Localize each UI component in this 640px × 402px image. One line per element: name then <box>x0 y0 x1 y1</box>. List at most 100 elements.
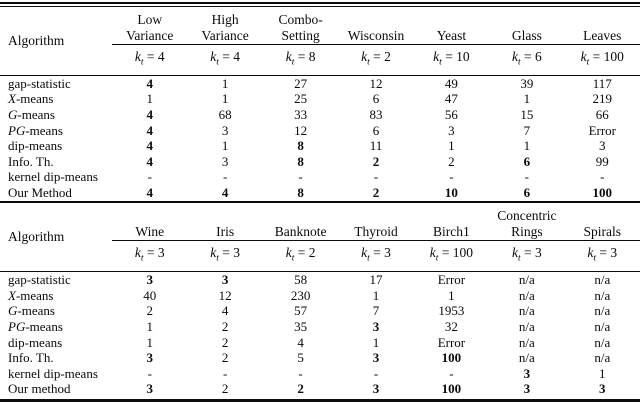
value-cell: 117 <box>592 75 612 91</box>
value-cell: 47 <box>444 91 458 107</box>
row-label: Info. Th. <box>0 350 112 366</box>
benchmark-results-table-2: Algorithm Wine Iris Banknote Thyroid Birch1 Co… <box>0 203 640 396</box>
value-cell: n/a <box>518 319 535 334</box>
value-cell: 8 <box>297 138 304 154</box>
value-cell: n/a <box>594 334 611 350</box>
row-label: G-means <box>0 303 112 319</box>
value-cell: 219 <box>592 91 613 107</box>
k-symbol: k <box>210 245 217 261</box>
value-cell: 1 <box>221 75 229 91</box>
value-cell: 2 <box>372 184 380 200</box>
value-cell: 2 <box>146 303 153 319</box>
value-cell: 1 <box>599 365 606 381</box>
header-line-1 <box>187 208 262 224</box>
value-cell: 4 <box>146 122 153 138</box>
k-symbol: k <box>285 245 292 261</box>
k-target-cell: kt = 3 <box>489 240 565 273</box>
row-label: Info. Th. <box>0 154 112 170</box>
value-cell: 49 <box>444 75 458 91</box>
row-label: gap-statistic <box>0 272 112 288</box>
row-label-part: kernel dip-means <box>8 169 98 185</box>
table-body: Algorithm Low Variance High Variance Combo- Se… <box>0 7 640 200</box>
header-line-2: Iris <box>216 224 235 240</box>
value-cell: 8 <box>297 184 304 200</box>
row-label: PG-means <box>0 122 112 138</box>
value-cell: 68 <box>218 106 232 122</box>
table-row: Our method 3 2 2 3 100 3 3 <box>0 381 640 397</box>
header-line-1 <box>263 208 338 224</box>
header-line-1 <box>489 12 564 28</box>
k-subscript: t <box>586 57 590 68</box>
header-line-1 <box>112 208 187 224</box>
value-cell: n/a <box>594 287 611 303</box>
k-subscript: t <box>216 57 219 68</box>
value-cell: 99 <box>595 153 609 169</box>
header-line-2: Wisconsin <box>347 28 405 43</box>
value-cell: 1 <box>221 91 229 107</box>
value-cell: Error <box>437 272 466 288</box>
value-cell: 3 <box>372 350 380 366</box>
k-value: = 4 <box>143 49 165 64</box>
k-symbol: k <box>285 49 292 64</box>
dataset-column-header: Banknote <box>262 203 339 242</box>
k-symbol: k <box>433 49 440 64</box>
value-cell: - <box>298 365 303 381</box>
k-target-cell: kt = 4 <box>187 44 263 76</box>
row-label-part: dip-means <box>8 138 63 154</box>
k-target-cell: kt = 3 <box>338 240 414 273</box>
dataset-column-header: Iris <box>187 203 263 242</box>
value-cell: 1 <box>146 319 153 334</box>
value-cell: 3 <box>221 122 229 138</box>
table-row: PG-means 4 3 12 6 3 7 Error <box>0 122 640 138</box>
value-cell: - <box>449 365 454 381</box>
value-cell: 5 <box>297 350 304 366</box>
row-label: G-means <box>0 107 112 123</box>
value-cell: 7 <box>372 303 380 319</box>
k-target-cell: kt = 2 <box>338 44 414 76</box>
value-cell: 2 <box>448 153 455 169</box>
dataset-column-header: Leaves <box>564 7 640 45</box>
row-label-part: X <box>8 287 16 303</box>
value-cell: 3 <box>523 365 531 381</box>
header-row: Algorithm Wine Iris Banknote Thyroid Birch1 Co… <box>0 203 640 273</box>
header-line-2: Variance <box>126 28 174 43</box>
algorithm-column-header: Algorithm <box>0 7 113 76</box>
k-value: = 3 <box>596 245 618 261</box>
row-label: PG-means <box>0 319 112 335</box>
row-label: Our method <box>0 381 112 397</box>
value-cell: 33 <box>294 106 308 122</box>
k-subscript: t <box>140 254 144 265</box>
row-label-part: gap-statistic <box>8 75 71 91</box>
header-line-2: Rings <box>511 224 543 240</box>
value-cell: 4 <box>146 75 153 91</box>
value-cell: - <box>147 365 152 381</box>
row-label-part: PG <box>8 319 26 334</box>
value-cell: 66 <box>595 106 609 122</box>
k-symbol: k <box>134 245 141 261</box>
value-cell: 1 <box>221 138 229 154</box>
value-cell: 2 <box>221 319 229 334</box>
k-target-cell: kt = 3 <box>564 240 640 273</box>
dataset-column-header: Birch1 <box>413 203 490 242</box>
header-line-1 <box>565 208 640 224</box>
k-symbol: k <box>361 49 368 64</box>
k-subscript: t <box>435 254 439 265</box>
value-cell: 2 <box>221 381 229 397</box>
value-cell: 57 <box>294 303 308 319</box>
k-target-cell: kt = 3 <box>112 240 188 273</box>
algorithm-column-header: Algorithm <box>0 203 113 273</box>
value-cell: - <box>449 169 454 185</box>
top-double-rule <box>0 2 640 7</box>
header-line-2: Leaves <box>583 28 622 43</box>
row-label-part: -means <box>15 91 54 107</box>
k-symbol: k <box>361 245 368 261</box>
value-cell: 17 <box>369 272 383 288</box>
value-cell: n/a <box>518 303 535 319</box>
row-label: kernel dip-means <box>0 366 112 382</box>
value-cell: n/a <box>594 303 611 319</box>
table-row: kernel dip-means - - - - - - - <box>0 169 640 185</box>
value-cell: n/a <box>594 319 611 334</box>
row-label: X-means <box>0 288 112 304</box>
value-cell: 3 <box>146 381 153 397</box>
k-target-cell: kt = 2 <box>262 240 339 273</box>
